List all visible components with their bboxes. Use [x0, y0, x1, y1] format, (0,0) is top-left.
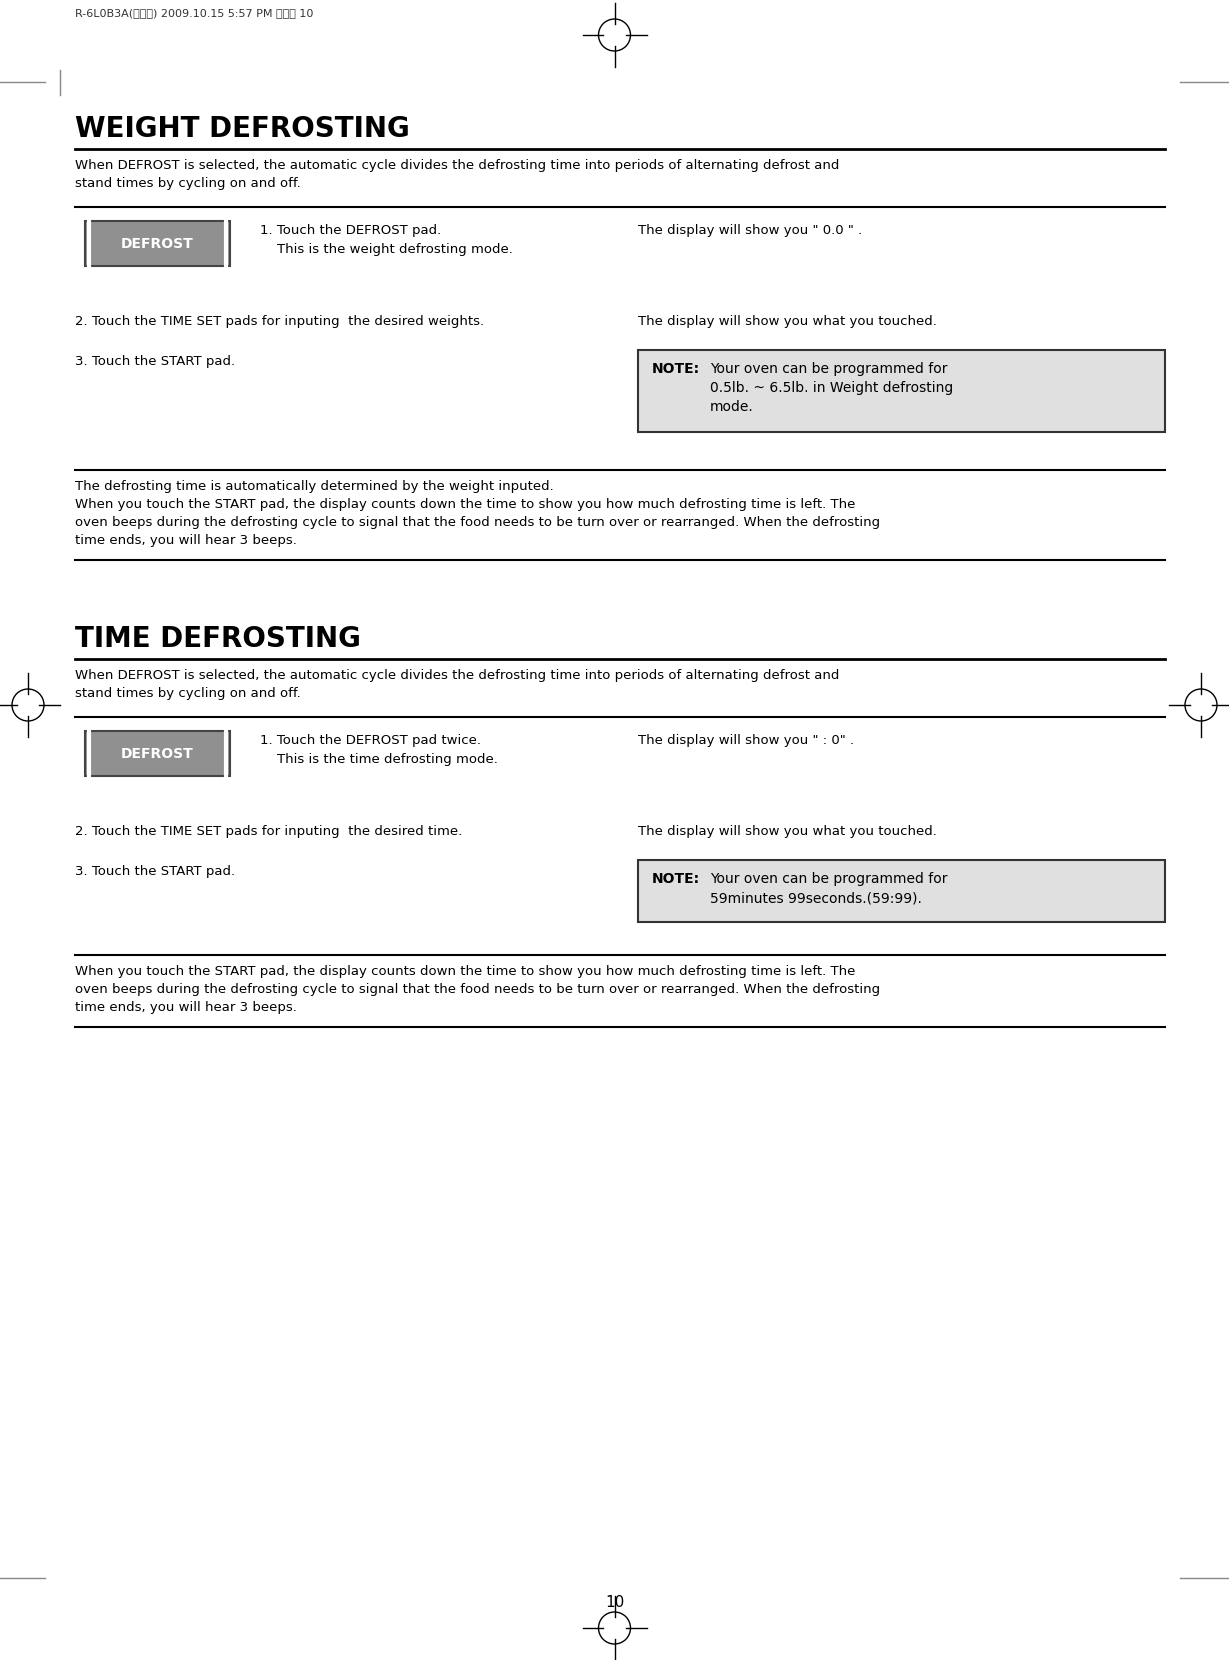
- Text: 3. Touch the START pad.: 3. Touch the START pad.: [75, 865, 235, 878]
- Text: Your oven can be programmed for: Your oven can be programmed for: [710, 362, 948, 377]
- FancyBboxPatch shape: [85, 730, 230, 775]
- Text: 59minutes 99seconds.(59:99).: 59minutes 99seconds.(59:99).: [710, 891, 922, 905]
- FancyBboxPatch shape: [638, 350, 1165, 432]
- Text: The display will show you " 0.0 " .: The display will show you " 0.0 " .: [638, 224, 863, 237]
- Text: time ends, you will hear 3 beeps.: time ends, you will hear 3 beeps.: [75, 1001, 297, 1014]
- Text: 0.5lb. ~ 6.5lb. in Weight defrosting: 0.5lb. ~ 6.5lb. in Weight defrosting: [710, 382, 954, 395]
- Text: The display will show you what you touched.: The display will show you what you touch…: [638, 315, 936, 329]
- Text: 1. Touch the DEFROST pad.: 1. Touch the DEFROST pad.: [261, 224, 441, 237]
- Text: WEIGHT DEFROSTING: WEIGHT DEFROSTING: [75, 115, 409, 143]
- Text: 2. Touch the TIME SET pads for inputing  the desired weights.: 2. Touch the TIME SET pads for inputing …: [75, 315, 484, 329]
- Text: Your oven can be programmed for: Your oven can be programmed for: [710, 872, 948, 886]
- FancyBboxPatch shape: [638, 860, 1165, 921]
- Text: 1. Touch the DEFROST pad twice.: 1. Touch the DEFROST pad twice.: [261, 734, 481, 747]
- Text: NOTE:: NOTE:: [653, 872, 701, 886]
- Text: time ends, you will hear 3 beeps.: time ends, you will hear 3 beeps.: [75, 535, 297, 548]
- Text: mode.: mode.: [710, 400, 753, 413]
- Text: DEFROST: DEFROST: [122, 747, 194, 760]
- Text: 2. Touch the TIME SET pads for inputing  the desired time.: 2. Touch the TIME SET pads for inputing …: [75, 825, 462, 838]
- Text: The display will show you " : 0" .: The display will show you " : 0" .: [638, 734, 854, 747]
- Text: When you touch the START pad, the display counts down the time to show you how m: When you touch the START pad, the displa…: [75, 964, 855, 978]
- Text: oven beeps during the defrosting cycle to signal that the food needs to be turn : oven beeps during the defrosting cycle t…: [75, 983, 880, 996]
- Text: When DEFROST is selected, the automatic cycle divides the defrosting time into p: When DEFROST is selected, the automatic …: [75, 669, 839, 701]
- Text: This is the weight defrosting mode.: This is the weight defrosting mode.: [261, 242, 512, 256]
- Text: R-6L0B3A(영기본) 2009.10.15 5:57 PM 페이지 10: R-6L0B3A(영기본) 2009.10.15 5:57 PM 페이지 10: [75, 8, 313, 18]
- Text: oven beeps during the defrosting cycle to signal that the food needs to be turn : oven beeps during the defrosting cycle t…: [75, 516, 880, 530]
- Text: When DEFROST is selected, the automatic cycle divides the defrosting time into p: When DEFROST is selected, the automatic …: [75, 159, 839, 189]
- Text: TIME DEFROSTING: TIME DEFROSTING: [75, 626, 361, 652]
- Text: 10: 10: [605, 1595, 624, 1610]
- FancyBboxPatch shape: [85, 221, 230, 266]
- Text: The display will show you what you touched.: The display will show you what you touch…: [638, 825, 936, 838]
- Text: When you touch the START pad, the display counts down the time to show you how m: When you touch the START pad, the displa…: [75, 498, 855, 511]
- Text: This is the time defrosting mode.: This is the time defrosting mode.: [261, 754, 498, 765]
- Text: NOTE:: NOTE:: [653, 362, 701, 377]
- Text: DEFROST: DEFROST: [122, 236, 194, 251]
- Text: 3. Touch the START pad.: 3. Touch the START pad.: [75, 355, 235, 369]
- Text: The defrosting time is automatically determined by the weight inputed.: The defrosting time is automatically det…: [75, 480, 554, 493]
